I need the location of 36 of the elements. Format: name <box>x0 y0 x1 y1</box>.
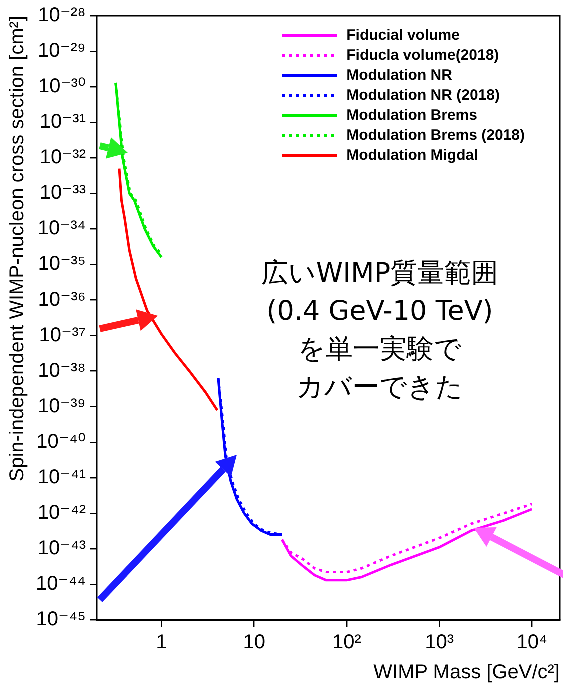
y-tick-label: 10⁻⁴¹ <box>38 466 86 488</box>
y-tick-label: 10⁻³² <box>40 146 86 169</box>
annotation: カバーできた <box>296 371 464 405</box>
y-tick-label: 10⁻⁴² <box>38 502 86 524</box>
y-tick-label: 10⁻³⁰ <box>38 76 86 98</box>
annotation: 広いWIMP質量範囲 <box>260 257 500 291</box>
legend-label: Fiducial volume <box>346 26 460 46</box>
x-tick-label: 10³ <box>425 632 454 654</box>
y-tick-label: 10⁻⁴⁵ <box>36 608 86 631</box>
x-tick-label: 10 <box>243 632 266 654</box>
y-tick-label: 10⁻³⁵ <box>38 253 86 276</box>
y-tick-label: 10⁻³⁴ <box>38 218 86 240</box>
y-tick-label: 10⁻²⁹ <box>38 40 86 62</box>
y-tick-label: 10⁻³⁶ <box>38 288 86 311</box>
x-tick-label: 10⁴ <box>516 632 548 654</box>
x-tick-label: 1 <box>156 632 168 654</box>
annotation: (0.4 GeV-10 TeV) <box>266 295 494 329</box>
legend-label: Modulation NR (2018) <box>346 86 500 106</box>
legend-label: Fiducla volume(2018) <box>346 46 500 66</box>
annotation: を単一実験で <box>297 333 463 367</box>
legend-label: Modulation NR <box>346 66 452 86</box>
y-tick-label: 10⁻⁴⁴ <box>36 572 86 595</box>
y-tick-label: 10⁻⁴⁰ <box>36 430 86 453</box>
legend-label: Modulation Brems (2018) <box>346 126 525 146</box>
y-tick-label: 10⁻³⁷ <box>39 324 86 346</box>
x-axis-title: WIMP Mass [GeV/c²] <box>374 662 560 684</box>
y-tick-label: 10⁻²⁸ <box>38 4 86 27</box>
x-tick-label: 10² <box>332 632 362 654</box>
y-tick-label: 10⁻³³ <box>40 182 86 204</box>
y-tick-label: 10⁻³⁸ <box>38 360 86 382</box>
y-axis-title: Spin-independent WIMP-nucleon cross section [cm²] <box>6 16 29 482</box>
y-tick-label: 10⁻³¹ <box>40 111 86 134</box>
y-tick-label: 10⁻⁴³ <box>38 537 86 560</box>
y-tick-label: 10⁻³⁹ <box>38 395 86 418</box>
legend-label: Modulation Brems <box>346 106 478 126</box>
legend-label: Modulation Migdal <box>346 146 478 166</box>
